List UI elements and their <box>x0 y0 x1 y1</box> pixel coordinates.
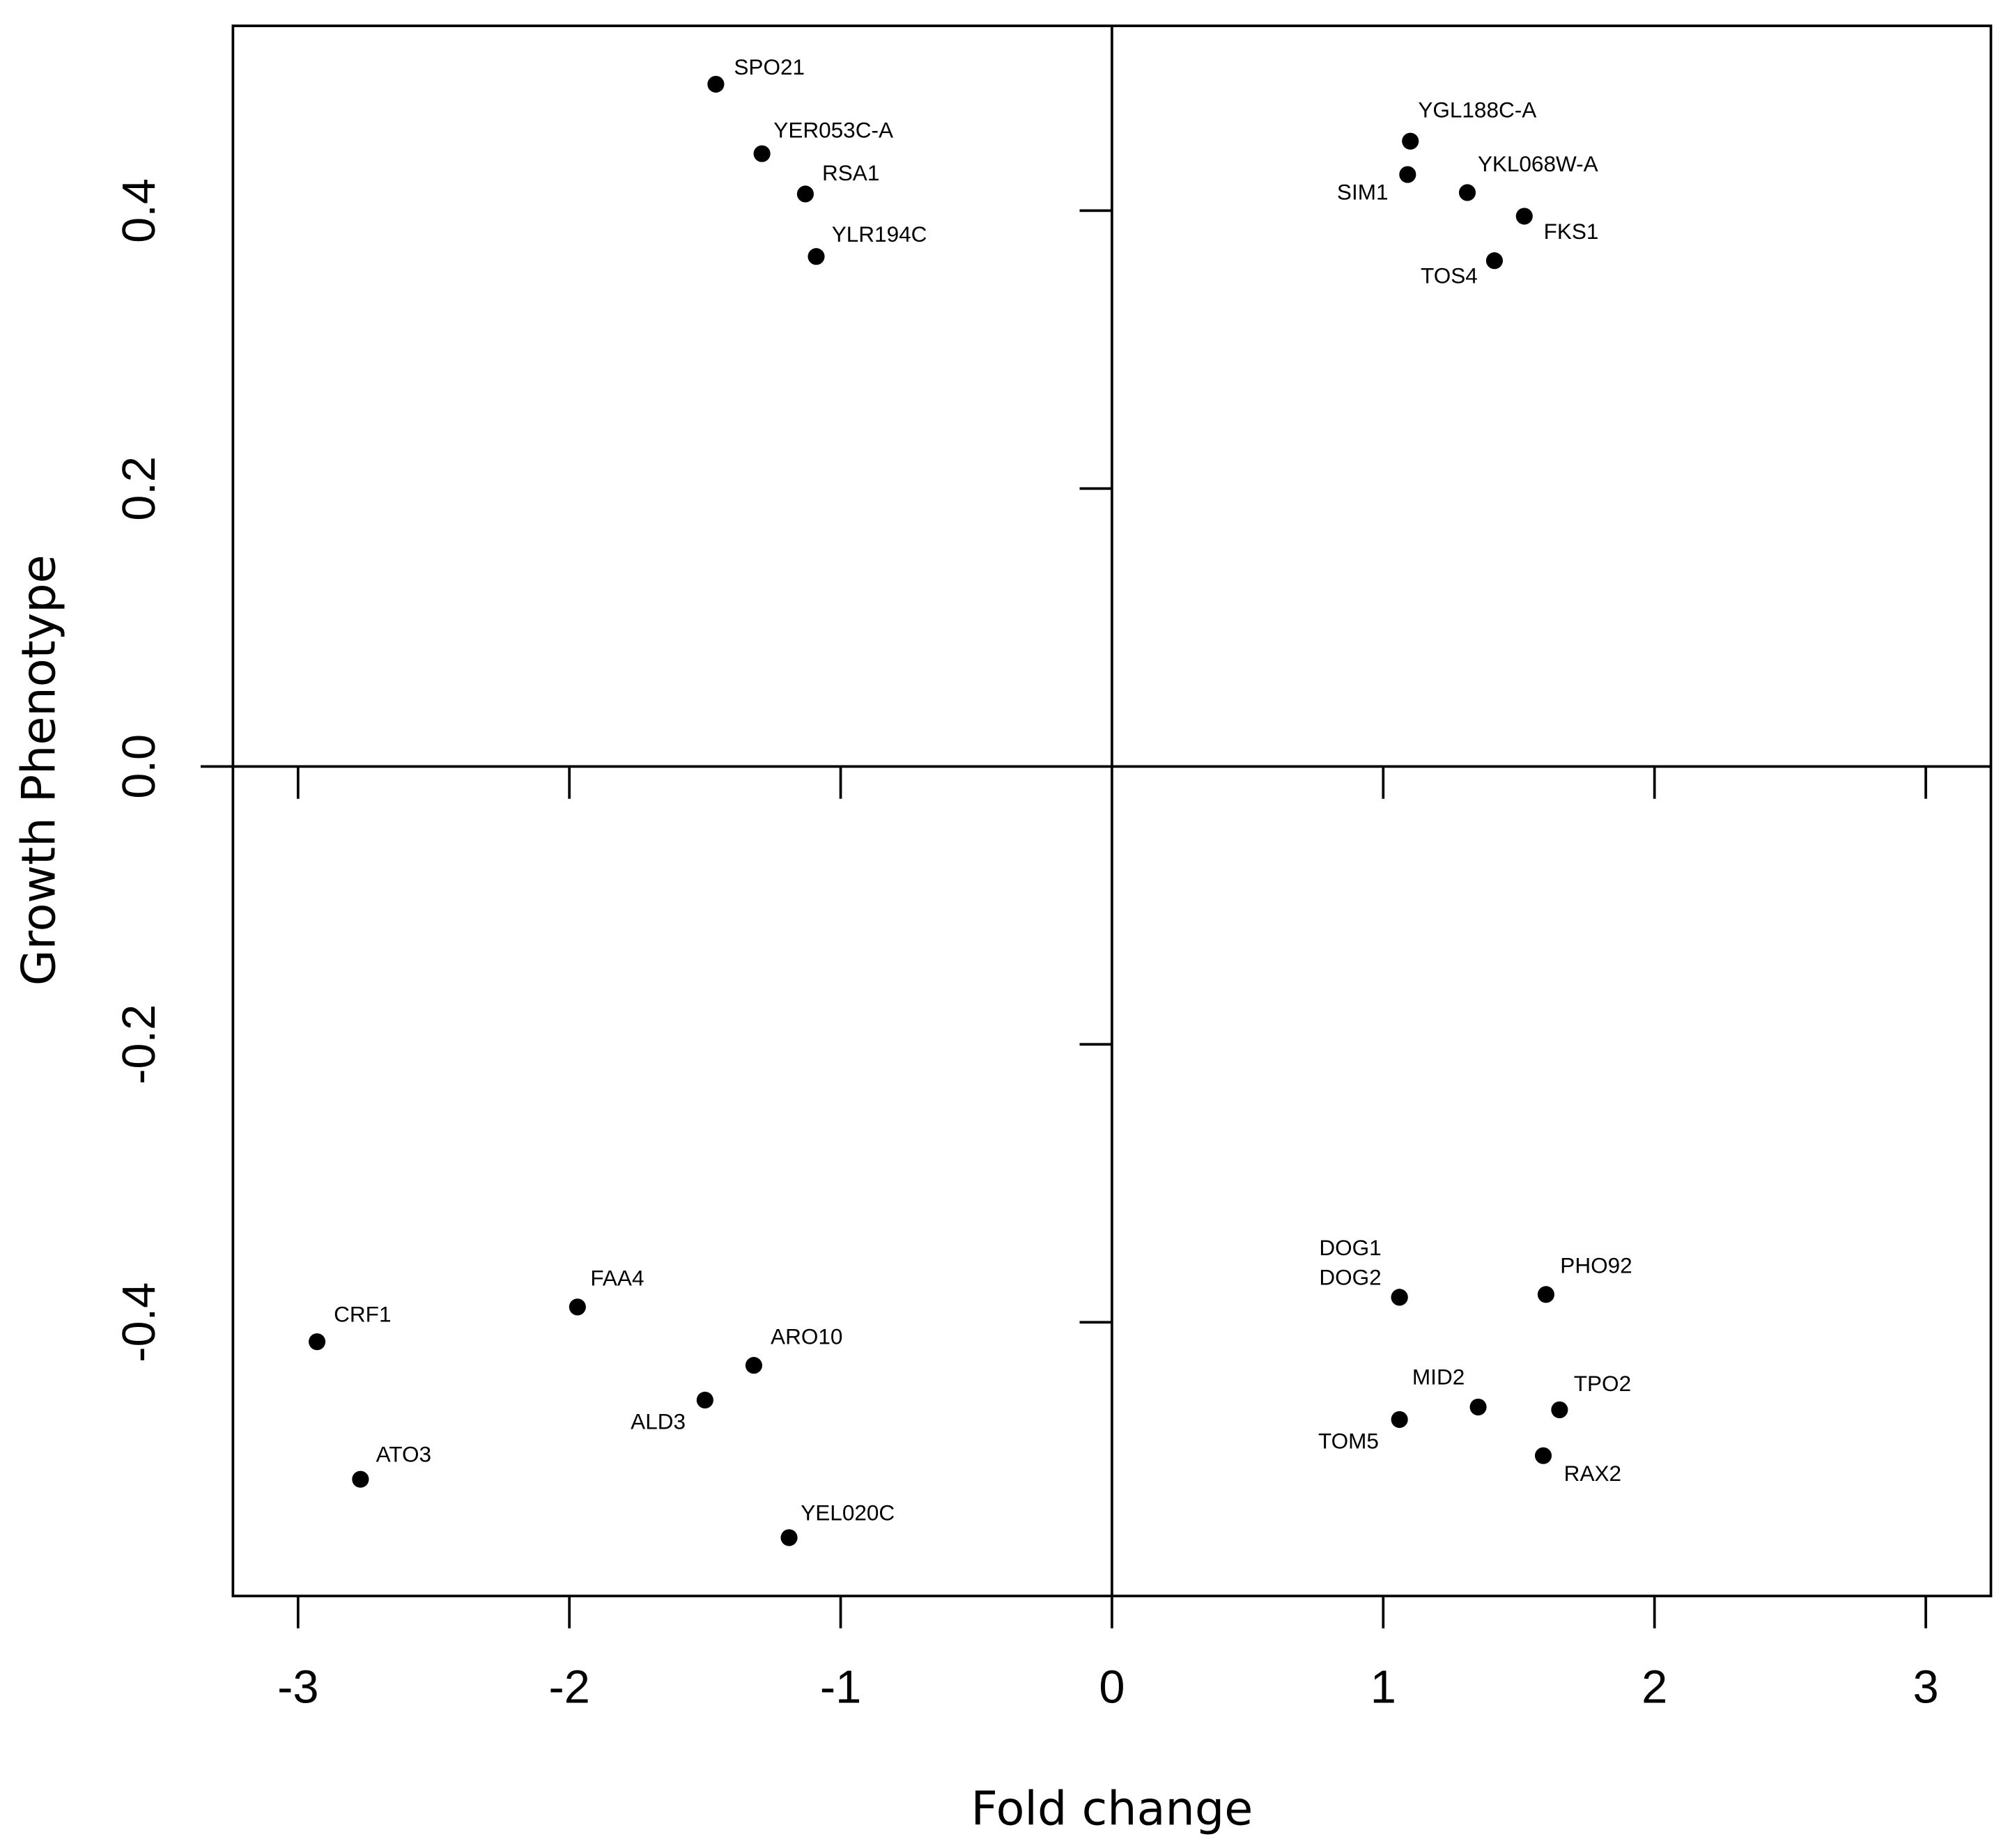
point <box>808 248 825 265</box>
point <box>1469 1398 1487 1415</box>
point-label: TOS4 <box>1421 263 1478 288</box>
x-tick-label: 3 <box>1913 1661 1938 1713</box>
y-tick-label: -0.2 <box>114 1004 165 1085</box>
point-label: DOG1 <box>1319 1235 1381 1260</box>
y-axis-title: Growth Phenotype <box>11 554 65 986</box>
point <box>569 1298 586 1316</box>
point <box>1391 1411 1408 1428</box>
point <box>308 1333 326 1351</box>
x-tick-label: -1 <box>820 1661 861 1713</box>
x-axis-title: Fold change <box>971 1782 1253 1836</box>
point-label: RSA1 <box>822 160 879 185</box>
point-label: FAA4 <box>590 1266 644 1291</box>
point <box>1402 132 1419 150</box>
point <box>1399 166 1416 183</box>
point <box>753 145 771 162</box>
point <box>1551 1401 1568 1418</box>
x-tick-label: -2 <box>548 1661 589 1713</box>
x-tick-label: 1 <box>1370 1661 1396 1713</box>
point-label: TPO2 <box>1574 1371 1631 1396</box>
x-tick-label: 0 <box>1099 1661 1125 1713</box>
point-label: ALD3 <box>631 1409 686 1434</box>
point-label: YLR194C <box>832 222 927 247</box>
point <box>796 185 814 203</box>
y-tick-label: 0.4 <box>114 178 165 243</box>
point-label: ARO10 <box>771 1323 842 1349</box>
point <box>1534 1447 1552 1464</box>
point <box>745 1357 763 1374</box>
point-label: PHO92 <box>1560 1253 1632 1278</box>
point-label: ATO3 <box>376 1442 431 1467</box>
x-tick-label: 2 <box>1642 1661 1667 1713</box>
point-label: YKL068W-A <box>1478 151 1598 176</box>
y-tick-label: 0.2 <box>114 456 165 521</box>
x-tick-label: -3 <box>277 1661 318 1713</box>
point-label: RAX2 <box>1564 1461 1621 1486</box>
point-label: YGL188C-A <box>1418 97 1536 122</box>
point-label: FKS1 <box>1544 219 1599 244</box>
point <box>1458 184 1476 201</box>
point <box>1515 208 1533 225</box>
point-label: DOG2 <box>1319 1265 1381 1290</box>
point <box>780 1529 798 1546</box>
point-label: YER053C-A <box>773 117 893 142</box>
point <box>707 75 725 93</box>
point-label: SIM1 <box>1337 180 1389 205</box>
point <box>696 1391 713 1409</box>
point-label: CRF1 <box>334 1301 391 1326</box>
y-tick-label: -0.4 <box>114 1282 165 1362</box>
point-label: YEL020C <box>801 1500 895 1525</box>
point <box>352 1470 369 1488</box>
point <box>1537 1286 1554 1303</box>
point-label: MID2 <box>1412 1364 1465 1389</box>
point-label: TOM5 <box>1318 1429 1379 1454</box>
point <box>1391 1289 1408 1306</box>
y-tick-label: 0.0 <box>114 734 165 799</box>
point-label: SPO21 <box>734 54 805 79</box>
point <box>1485 252 1503 270</box>
